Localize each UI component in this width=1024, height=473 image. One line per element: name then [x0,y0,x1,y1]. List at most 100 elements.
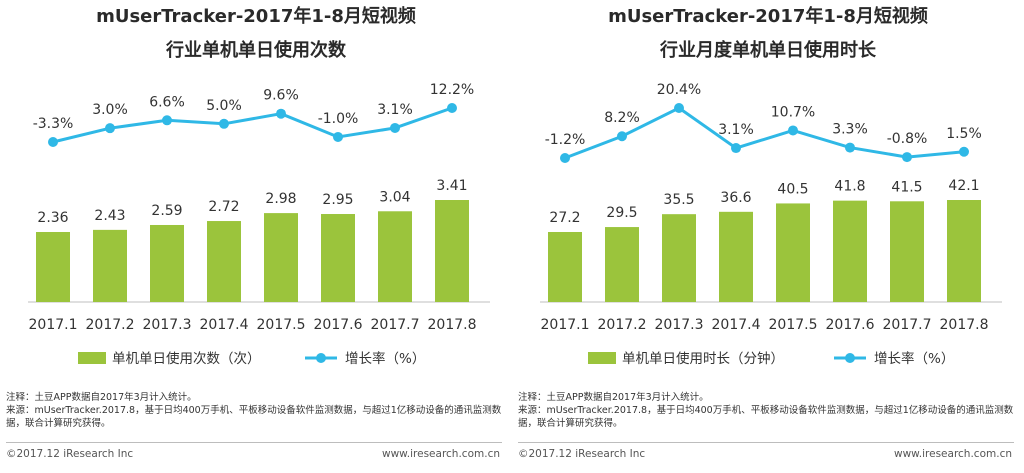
growth-rate-label: -3.3% [33,116,74,132]
chart-title-line1: mUserTracker-2017年1-8月短视频 [96,6,416,27]
usage-count-chart: 2.36 2017.1 2.43 2017.2 2.59 2017.3 2.72 2017.4… [28,82,490,367]
growth-rate-line [52,106,453,144]
footer-divider [518,442,1014,443]
bar [264,213,298,302]
x-tick-label: 2017.8 [940,317,989,333]
x-tick-label: 2017.3 [143,317,192,333]
growth-rate-point [959,146,969,157]
growth-rate-point [105,123,115,134]
legend-bar-swatch [588,352,616,364]
growth-rate-label: 3.0% [92,102,128,118]
chart-panel-usage-duration: mUserTracker-2017年1-8月短视频 行业月度单机单日使用时长 2… [512,0,1024,473]
growth-rate-point [48,137,58,147]
website-link[interactable]: www.iresearch.com.cn [381,448,500,460]
bar-value-label: 2.72 [208,199,239,215]
chart-source: 来源：mUserTracker.2017.8，基于日均400万手机、平板移动设备… [518,405,1014,429]
x-tick-label: 2017.7 [371,317,420,333]
growth-rate-label: 9.6% [263,88,299,104]
x-tick-label: 2017.7 [883,317,932,333]
bar-value-label: 41.8 [834,179,865,195]
growth-rate-label: 6.6% [149,94,185,110]
x-tick-label: 2017.3 [655,317,704,333]
bar [776,203,810,302]
usage-duration-chart: 27.2 2017.1 29.5 2017.2 35.5 2017.3 36.6 2017.4… [540,82,1002,367]
bar [947,200,981,302]
bar-value-label: 2.98 [265,191,296,207]
x-tick-label: 2017.5 [769,317,818,333]
growth-rate-label: -0.8% [887,131,928,147]
bar-value-label: 40.5 [777,181,808,197]
growth-rate-label: 3.3% [832,122,868,138]
growth-rate-point [617,131,627,142]
growth-rate-label: 12.2% [430,82,474,98]
bar-value-label: 2.36 [37,210,68,226]
bar-value-label: 3.41 [436,178,467,194]
chart-source: 来源：mUserTracker.2017.8，基于日均400万手机、平板移动设备… [6,405,502,429]
bar-value-label: 35.5 [663,192,694,208]
bar [435,200,469,302]
legend-bar-label: 单机单日使用时长（分钟） [622,350,784,367]
bar-value-label: 2.59 [151,203,182,219]
chart-title-line2: 行业月度单机单日使用时长 [660,40,876,61]
legend-line-marker [845,353,855,363]
x-tick-label: 2017.2 [598,317,647,333]
x-tick-label: 2017.4 [712,317,761,333]
x-tick-label: 2017.6 [314,317,363,333]
growth-rate-point [390,122,400,133]
bar-value-label: 2.43 [94,208,125,224]
growth-rate-point [560,153,570,163]
bar-value-label: 42.1 [948,178,979,194]
chart-note: 注释：土豆APP数据自2017年3月计入统计。 [6,392,197,403]
x-tick-label: 2017.8 [428,317,477,333]
bar-value-label: 3.04 [379,189,410,205]
growth-rate-label: 20.4% [657,82,701,98]
growth-rate-point [333,131,343,142]
growth-rate-point [731,143,741,154]
legend-line-label: 增长率（%） [874,350,954,367]
growth-rate-label: -1.0% [318,111,359,127]
growth-rate-point [674,103,684,113]
bar [93,229,127,302]
growth-rate-point [902,152,912,163]
x-tick-label: 2017.1 [541,317,590,333]
chart-title-line2: 行业单机单日使用次数 [166,40,346,61]
legend-bar-label: 单机单日使用次数（次） [112,350,261,367]
growth-rate-label: 1.5% [946,126,982,142]
x-tick-label: 2017.5 [257,317,306,333]
copyright-text: ©2017.12 iResearch Inc [6,448,134,460]
growth-rate-point [788,125,798,136]
legend-line-label: 增长率（%） [345,350,425,367]
bar [719,211,753,302]
bar [605,227,639,302]
growth-rate-label: 10.7% [771,104,815,120]
bar [662,214,696,302]
bar [36,232,70,302]
x-tick-label: 2017.2 [86,317,135,333]
bar [150,224,184,302]
x-tick-label: 2017.4 [200,317,249,333]
growth-rate-label: 3.1% [718,122,754,138]
legend-line-marker [316,353,326,363]
legend-bar-swatch [78,352,106,364]
growth-rate-label: 5.0% [206,98,242,114]
bar-value-label: 29.5 [606,205,637,221]
website-link[interactable]: www.iresearch.com.cn [893,448,1012,460]
growth-rate-label: 3.1% [377,102,413,118]
bar-value-label: 36.6 [720,190,751,206]
growth-rate-label: 8.2% [604,110,640,126]
bar [833,200,867,302]
footer-divider [6,442,502,443]
growth-rate-label: -1.2% [545,132,586,148]
bar [548,232,582,302]
bar [207,221,241,302]
growth-rate-point [447,103,457,113]
x-tick-label: 2017.1 [29,317,78,333]
bar-value-label: 41.5 [891,179,922,195]
growth-rate-point [219,118,229,129]
growth-rate-point [845,142,855,153]
copyright-text: ©2017.12 iResearch Inc [518,448,646,460]
bar-value-label: 27.2 [549,210,580,226]
bar [321,214,355,302]
chart-note: 注释：土豆APP数据自2017年3月计入统计。 [518,392,709,403]
chart-title-line1: mUserTracker-2017年1-8月短视频 [608,6,928,27]
